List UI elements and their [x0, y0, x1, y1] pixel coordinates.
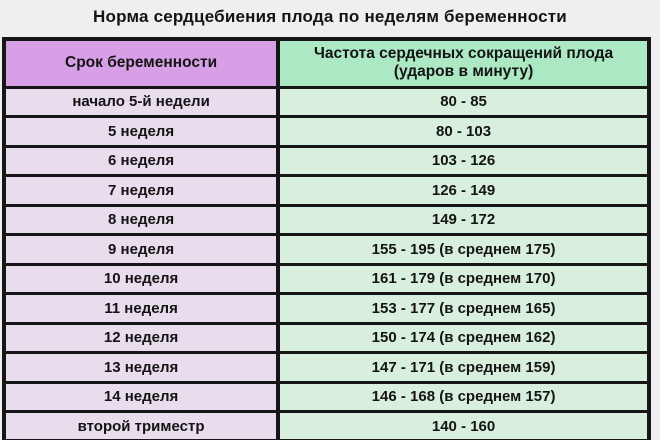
column-header-rate: Частота сердечных сокращений плода (удар… [276, 37, 651, 89]
term-cell: 11 неделя [2, 292, 280, 325]
term-cell: начало 5-й недели [2, 85, 280, 118]
table-row: 12 неделя 150 - 174 (в среднем 162) [2, 321, 651, 354]
table-row: второй триместр 140 - 160 [2, 410, 651, 440]
rate-cell: 147 - 171 (в среднем 159) [276, 351, 651, 384]
table-row: 10 неделя 161 - 179 (в среднем 170) [2, 262, 651, 295]
table-row: начало 5-й недели 80 - 85 [2, 85, 651, 118]
term-cell: 5 неделя [2, 115, 280, 148]
table-header-row: Срок беременности Частота сердечных сокр… [2, 37, 651, 89]
rate-cell: 80 - 103 [276, 115, 651, 148]
rate-cell: 140 - 160 [276, 410, 651, 440]
rate-cell: 126 - 149 [276, 174, 651, 207]
rate-cell: 153 - 177 (в среднем 165) [276, 292, 651, 325]
term-cell: 14 неделя [2, 380, 280, 413]
rate-cell: 161 - 179 (в среднем 170) [276, 262, 651, 295]
table-row: 6 неделя 103 - 126 [2, 144, 651, 177]
rate-cell: 155 - 195 (в среднем 175) [276, 233, 651, 266]
table-row: 11 неделя 153 - 177 (в среднем 165) [2, 292, 651, 325]
fetal-heart-rate-table: Срок беременности Частота сердечных сокр… [2, 37, 651, 440]
term-cell: 7 неделя [2, 174, 280, 207]
term-cell: 8 неделя [2, 203, 280, 236]
term-cell: 10 неделя [2, 262, 280, 295]
table-row: 13 неделя 147 - 171 (в среднем 159) [2, 351, 651, 384]
table-row: 9 неделя 155 - 195 (в среднем 175) [2, 233, 651, 266]
table-row: 7 неделя 126 - 149 [2, 174, 651, 207]
term-cell: 9 неделя [2, 233, 280, 266]
rate-cell: 149 - 172 [276, 203, 651, 236]
table-row: 14 неделя 146 - 168 (в среднем 157) [2, 380, 651, 413]
term-cell: 13 неделя [2, 351, 280, 384]
rate-cell: 103 - 126 [276, 144, 651, 177]
rate-cell: 80 - 85 [276, 85, 651, 118]
term-cell: второй триместр [2, 410, 280, 440]
rate-cell: 146 - 168 (в среднем 157) [276, 380, 651, 413]
term-cell: 12 неделя [2, 321, 280, 354]
rate-cell: 150 - 174 (в среднем 162) [276, 321, 651, 354]
column-header-term: Срок беременности [2, 37, 280, 89]
table-row: 5 неделя 80 - 103 [2, 115, 651, 148]
term-cell: 6 неделя [2, 144, 280, 177]
page-title: Норма сердцебиения плода по неделям бере… [93, 7, 567, 26]
table-row: 8 неделя 149 - 172 [2, 203, 651, 236]
